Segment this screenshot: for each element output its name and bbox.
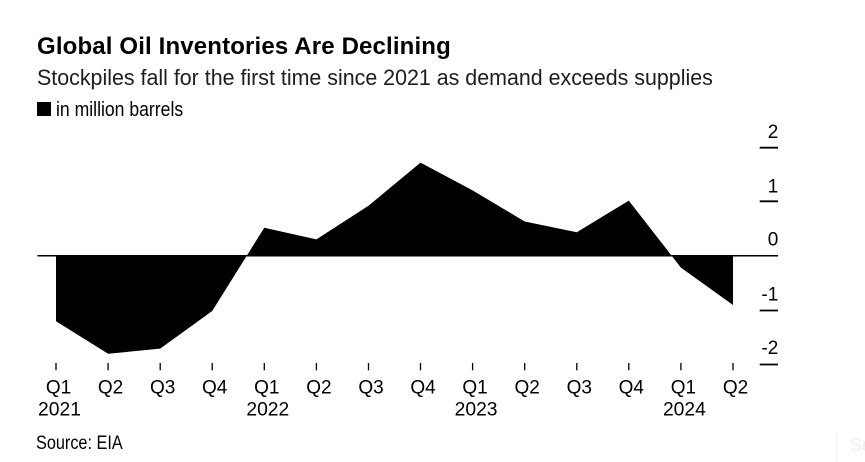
svg-text:Q2: Q2 [515,377,540,398]
svg-text:2022: 2022 [246,399,289,420]
svg-text:Q4: Q4 [202,377,228,398]
svg-text:2024: 2024 [663,399,706,420]
svg-text:Q4: Q4 [619,377,645,398]
svg-text:Q1: Q1 [462,377,487,398]
svg-text:0: 0 [768,230,779,251]
svg-text:Q4: Q4 [410,377,436,398]
svg-text:Q3: Q3 [567,377,592,398]
svg-text:Q1: Q1 [254,377,279,398]
svg-text:Q2: Q2 [723,377,748,398]
svg-text:2023: 2023 [455,399,498,420]
svg-text:Q2: Q2 [306,377,331,398]
svg-text:Q2: Q2 [98,377,123,398]
svg-text:2021: 2021 [38,399,81,420]
svg-text:-1: -1 [761,284,778,305]
svg-text:Q3: Q3 [358,377,383,398]
svg-text:-2: -2 [761,338,778,359]
svg-text:Q1: Q1 [671,377,696,398]
svg-text:Q3: Q3 [150,377,175,398]
svg-text:1: 1 [768,176,779,197]
svg-text:Q1: Q1 [46,377,71,398]
svg-text:2: 2 [768,122,779,143]
